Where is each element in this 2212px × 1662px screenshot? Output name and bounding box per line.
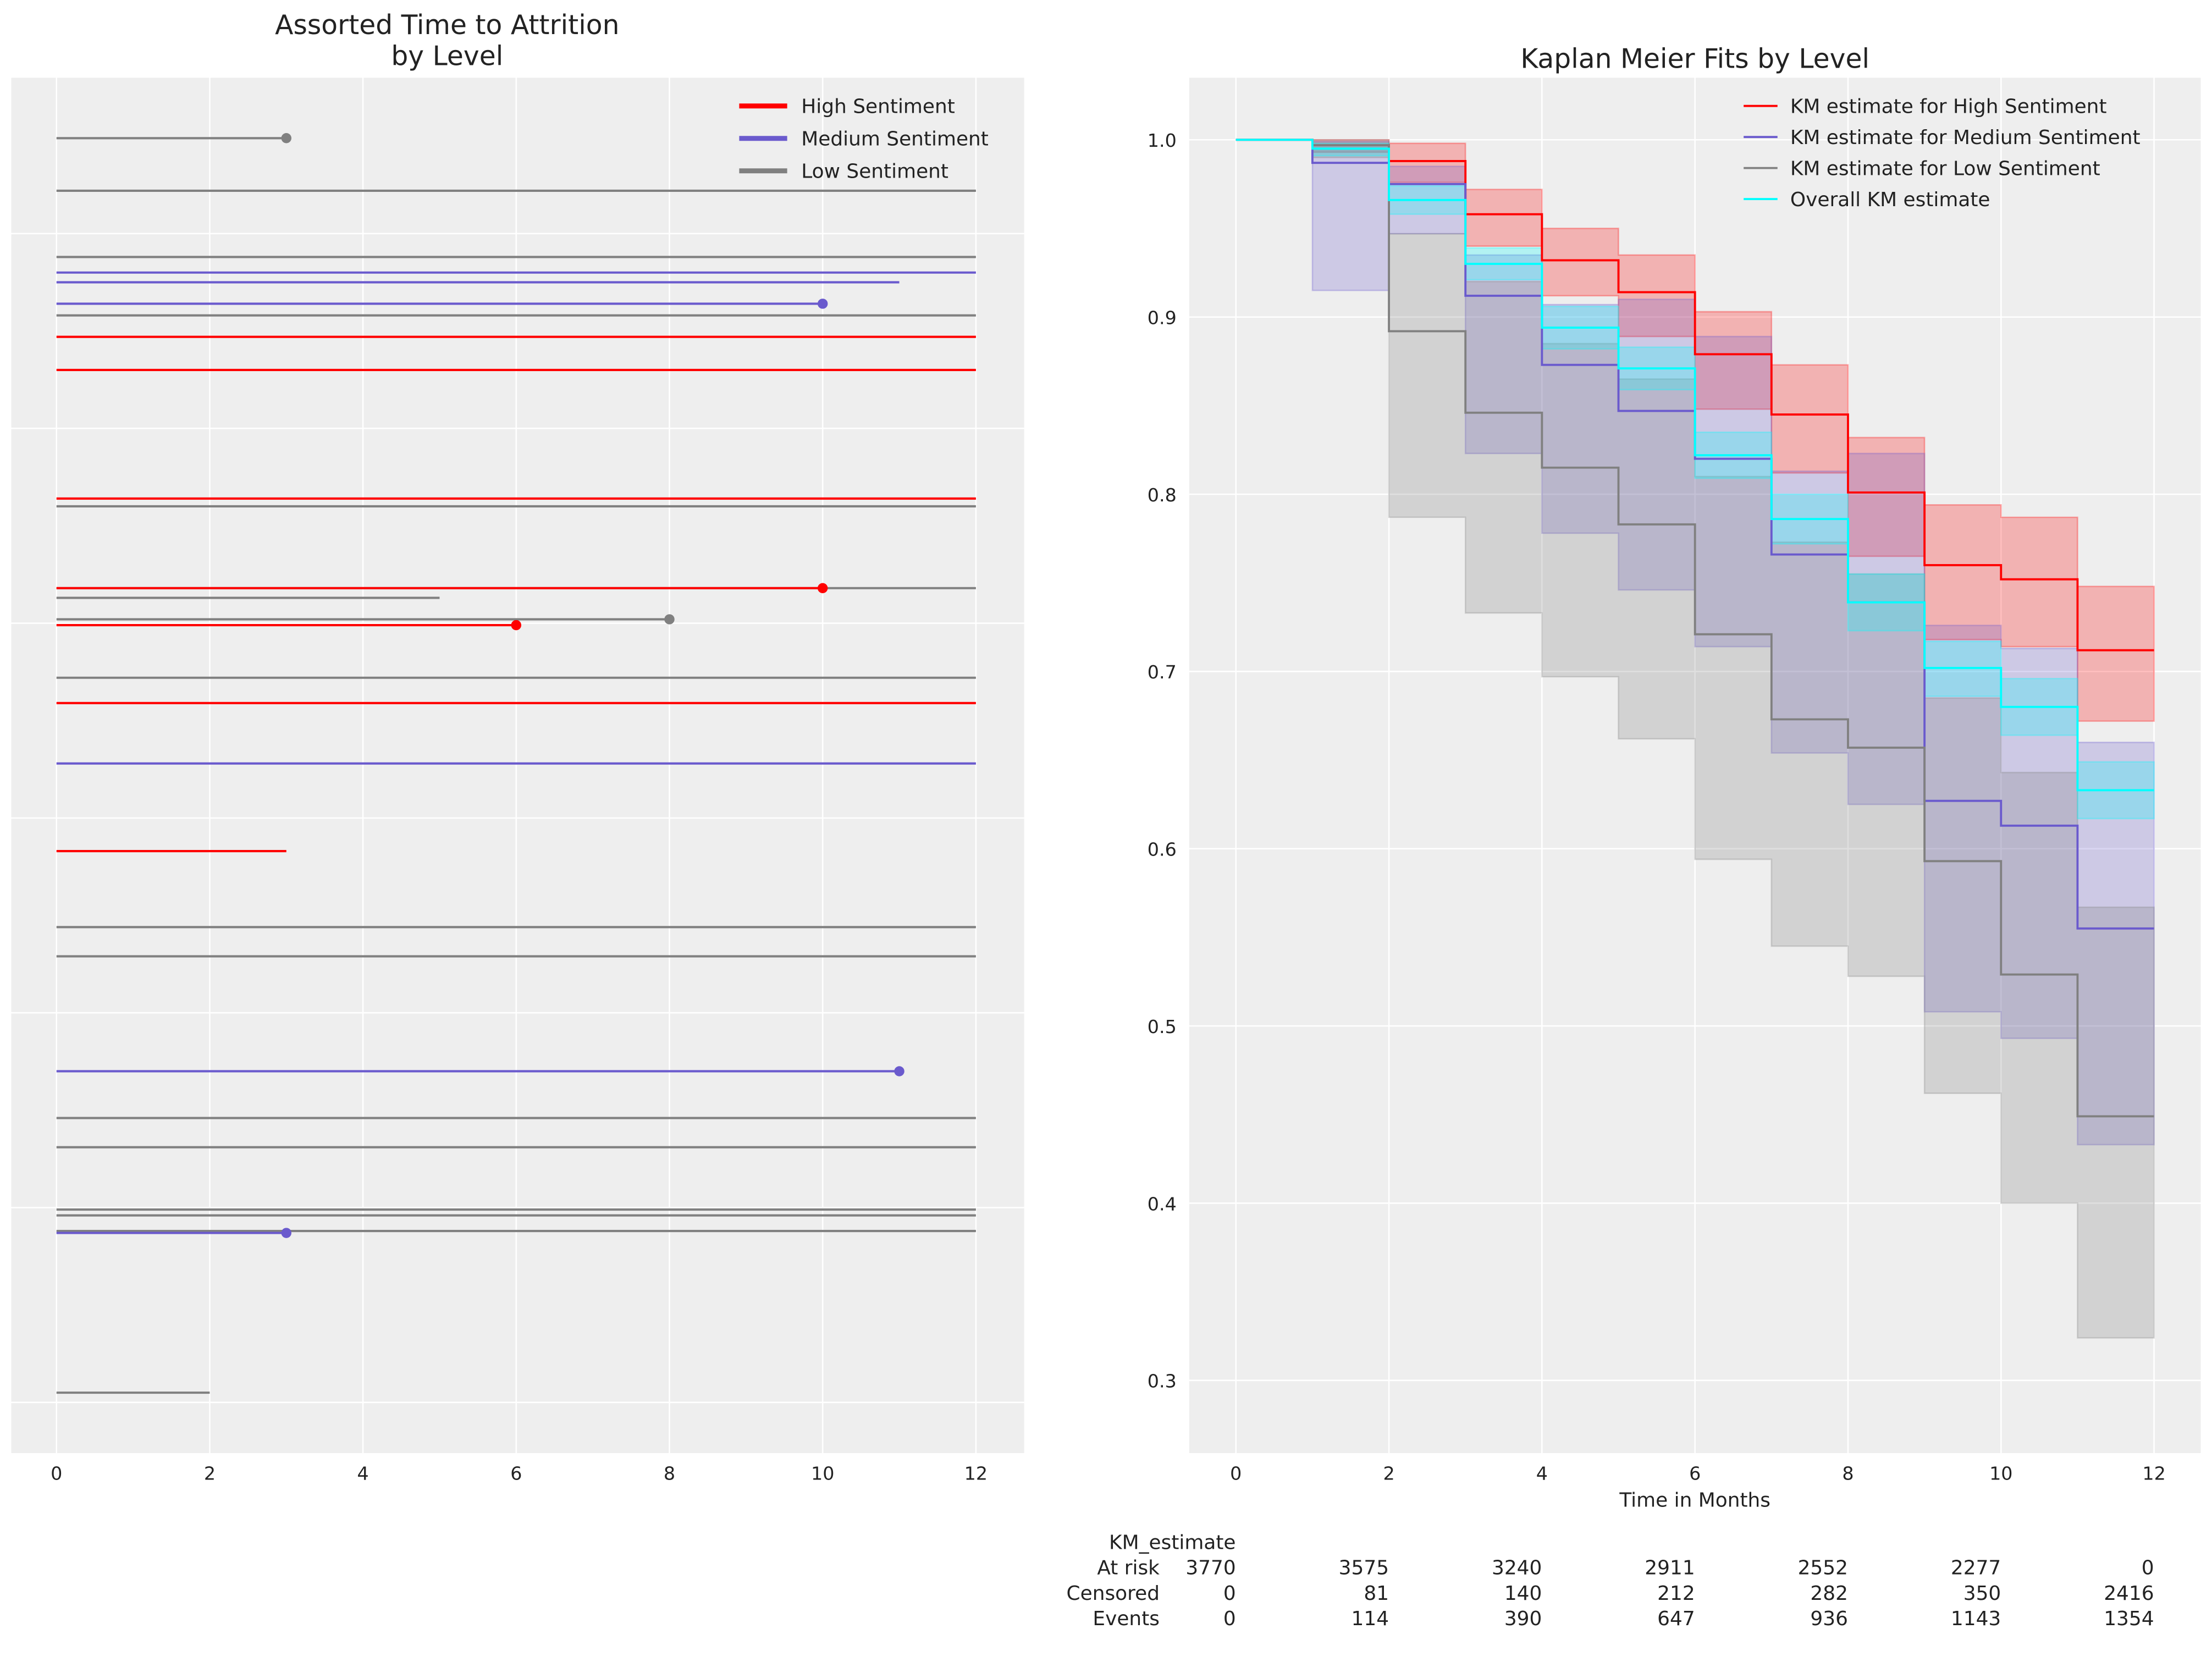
y-tick-label: 0.5	[1148, 1016, 1177, 1037]
table-cell: 282	[1810, 1582, 1848, 1605]
y-tick-label: 0.9	[1148, 307, 1177, 328]
table-cell: 2552	[1798, 1557, 1848, 1580]
y-tick-label: 1.0	[1148, 130, 1177, 151]
x-tick-label: 10	[811, 1463, 834, 1484]
table-cell: 3240	[1492, 1557, 1542, 1580]
legend-label: Overall KM estimate	[1790, 189, 1990, 211]
right-chart: 0 2 4 6 8 10 12 0.3 0.4 0.5 0.6 0.7 0.8 0.9 1.0 Kaplan …	[1148, 43, 2201, 1511]
legend-label: KM estimate for Low Sentiment	[1790, 157, 2100, 180]
right-chart-title: Kaplan Meier Fits by Level	[1520, 43, 1869, 74]
table-cell: 2416	[2104, 1582, 2154, 1605]
x-tick-label: 4	[1536, 1463, 1548, 1484]
table-cell: 140	[1504, 1582, 1542, 1605]
right-legend: KM estimate for High Sentiment KM estimat…	[1744, 96, 2141, 211]
y-tick-label: 0.3	[1148, 1371, 1177, 1392]
km-curve-3	[1235, 139, 2154, 792]
left-legend: High Sentiment Medium Sentiment Low Sentim…	[739, 96, 989, 183]
table-cell: 390	[1504, 1608, 1542, 1630]
left-plot-area	[11, 78, 1024, 1453]
table-cell: 3770	[1185, 1557, 1235, 1580]
table-cell: 0	[1223, 1608, 1236, 1630]
legend-label: KM estimate for Medium Sentiment	[1790, 126, 2141, 149]
x-tick-label: 6	[1689, 1463, 1701, 1484]
table-cell: 0	[1223, 1582, 1236, 1605]
table-row-label: Censored	[1067, 1582, 1160, 1605]
x-tick-label: 8	[1842, 1463, 1854, 1484]
event-marker	[894, 1066, 904, 1076]
event-marker	[817, 583, 828, 593]
left-chart-title: Assorted Time to Attrition	[275, 10, 619, 41]
table-cell: 350	[1963, 1582, 2001, 1605]
x-tick-label: 6	[510, 1463, 522, 1484]
legend-label: Low Sentiment	[801, 161, 948, 183]
table-cell: 2277	[1951, 1557, 2001, 1580]
y-tick-label: 0.7	[1148, 661, 1177, 683]
table-cell: 2911	[1645, 1557, 1695, 1580]
table-cell: 1143	[1951, 1608, 2001, 1630]
km-curve-2	[1235, 139, 2154, 1118]
table-cell: 114	[1352, 1608, 1389, 1630]
y-tick-label: 0.8	[1148, 484, 1177, 506]
x-tick-label: 2	[204, 1463, 216, 1484]
at-risk-table: KM_estimate At risk 3770 3575 3240 2911 2552 22…	[1067, 1531, 2154, 1630]
table-cell: 647	[1657, 1608, 1695, 1630]
ci-band-2	[1235, 139, 2155, 1339]
legend-label: Medium Sentiment	[801, 128, 989, 151]
x-tick-label: 12	[2142, 1463, 2165, 1484]
event-marker	[817, 299, 828, 309]
x-tick-label: 10	[1989, 1463, 2012, 1484]
y-tick-label: 0.6	[1148, 839, 1177, 860]
table-title: KM_estimate	[1109, 1531, 1235, 1554]
event-marker	[664, 614, 675, 625]
legend-label: KM estimate for High Sentiment	[1790, 96, 2107, 118]
x-tick-label: 4	[357, 1463, 369, 1484]
left-chart-title: by Level	[391, 41, 503, 71]
x-tick-label: 0	[1230, 1463, 1242, 1484]
event-marker	[511, 620, 522, 631]
x-tick-label: 12	[964, 1463, 988, 1484]
table-cell: 81	[1364, 1582, 1389, 1605]
legend-label: High Sentiment	[801, 96, 955, 118]
table-cell: 3575	[1339, 1557, 1389, 1580]
x-tick-label: 8	[664, 1463, 675, 1484]
table-row-label: At risk	[1097, 1557, 1160, 1580]
y-tick-label: 0.4	[1148, 1193, 1177, 1214]
x-tick-label: 2	[1383, 1463, 1394, 1484]
x-axis-label: Time in Months	[1619, 1489, 1770, 1511]
event-marker	[281, 133, 292, 143]
table-cell: 0	[2142, 1557, 2154, 1580]
event-marker	[281, 1228, 292, 1238]
x-tick-label: 0	[51, 1463, 62, 1484]
table-cell: 1354	[2104, 1608, 2154, 1630]
table-cell: 936	[1810, 1608, 1848, 1630]
table-cell: 212	[1657, 1582, 1695, 1605]
table-row-label: Events	[1093, 1608, 1160, 1630]
